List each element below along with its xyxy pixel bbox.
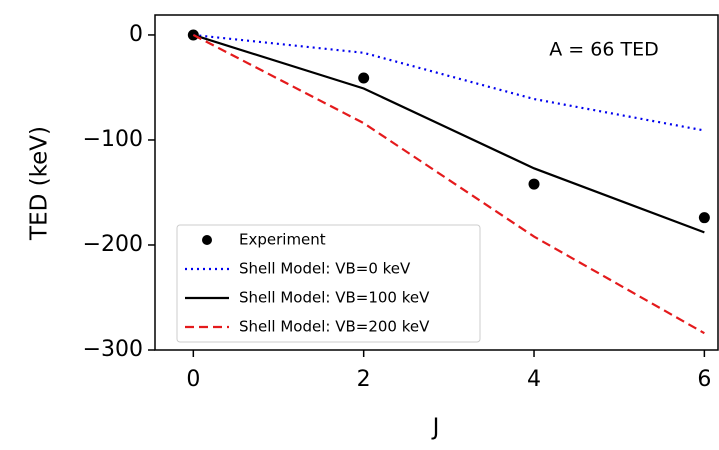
legend-label: Shell Model: VB=100 keV — [239, 289, 430, 307]
series-line — [192, 33, 705, 234]
series-line — [192, 33, 705, 335]
data-point — [358, 72, 370, 84]
series-line — [193, 33, 705, 132]
legend-label: Shell Model: VB=0 keV — [239, 260, 411, 278]
data-point — [698, 212, 710, 224]
data-point — [528, 178, 540, 190]
plot-frame — [154, 14, 719, 351]
y-tick-label: −300 — [83, 337, 143, 362]
annotation: A = 66 TED — [549, 39, 658, 61]
x-tick-label: 2 — [357, 367, 371, 392]
legend-label: Experiment — [239, 231, 326, 249]
legend-label: Shell Model: VB=200 keV — [239, 318, 430, 336]
x-tick-label: 0 — [186, 367, 200, 392]
y-tick-label: −200 — [83, 232, 143, 257]
y-tick-label: −100 — [83, 127, 143, 152]
y-tick-label: 0 — [129, 22, 143, 47]
legend-marker — [202, 235, 212, 245]
x-axis-label: J — [431, 415, 440, 441]
legend-box — [176, 224, 481, 343]
x-tick-label: 4 — [527, 367, 541, 392]
y-axis-label: TED (keV) — [27, 126, 53, 241]
x-tick-label: 6 — [697, 367, 711, 392]
